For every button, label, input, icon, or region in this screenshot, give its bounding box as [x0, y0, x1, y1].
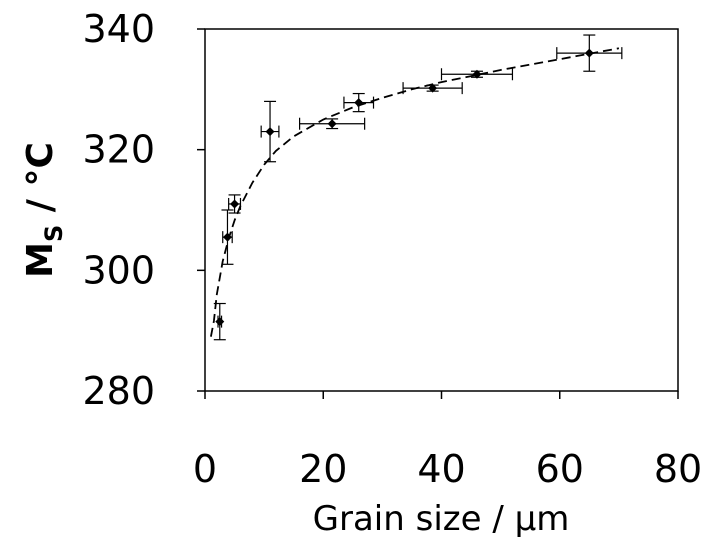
data-point-5: [343, 92, 375, 113]
x-tick-label-2: 40: [417, 447, 465, 491]
diamond-marker-5: [354, 98, 364, 108]
diamond-marker-0: [215, 317, 225, 327]
y-tick-label-3: 340: [82, 7, 155, 51]
fit-line: [210, 47, 620, 337]
y-tick-label-2: 320: [82, 128, 155, 172]
diamond-marker-1: [222, 232, 232, 242]
data-point-7: [440, 68, 514, 81]
fit-line-group: [210, 47, 620, 337]
y-tick-label-0: 280: [82, 369, 155, 413]
svg-text:MS / °C: MS / °C: [20, 142, 68, 278]
x-tick-label-4: 80: [654, 447, 702, 491]
y-axis-label: MS / °C: [20, 142, 68, 278]
data-point-0: [213, 302, 226, 341]
diamond-marker-6: [428, 83, 438, 93]
y-axis-label-unit: / °C: [20, 142, 61, 225]
x-tick-label-0: 0: [193, 447, 217, 491]
y-axis-label-main: M: [20, 242, 61, 278]
data-point-3: [260, 100, 280, 163]
diamond-marker-8: [584, 48, 594, 58]
data-point-8: [556, 34, 623, 72]
y-axis-label-subscript: S: [40, 225, 68, 242]
diamond-marker-7: [472, 69, 482, 79]
plot-frame: [204, 28, 679, 392]
y-tick-label-1: 300: [82, 248, 155, 292]
data-point-1: [221, 209, 234, 265]
data-points: [213, 34, 623, 341]
diamond-marker-3: [265, 127, 275, 137]
data-point-4: [299, 117, 366, 130]
diamond-marker-2: [230, 199, 240, 209]
data-point-6: [402, 82, 463, 95]
x-axis-label: Grain size / µm: [313, 499, 570, 539]
axis-ticks: 0 20 40 60 80 280 300 320 340: [82, 7, 702, 491]
data-point-2: [228, 194, 242, 214]
x-tick-label-3: 60: [536, 447, 584, 491]
x-tick-label-1: 20: [299, 447, 347, 491]
diamond-marker-4: [327, 119, 337, 129]
